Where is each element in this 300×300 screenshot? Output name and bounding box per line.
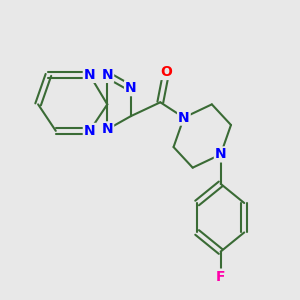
Text: N: N — [84, 68, 95, 82]
Text: O: O — [160, 65, 172, 79]
Text: N: N — [215, 147, 226, 161]
Text: N: N — [101, 68, 113, 82]
Text: N: N — [178, 111, 190, 124]
Text: F: F — [216, 270, 225, 283]
Text: N: N — [101, 122, 113, 136]
Text: N: N — [84, 124, 95, 138]
Text: N: N — [125, 81, 137, 95]
